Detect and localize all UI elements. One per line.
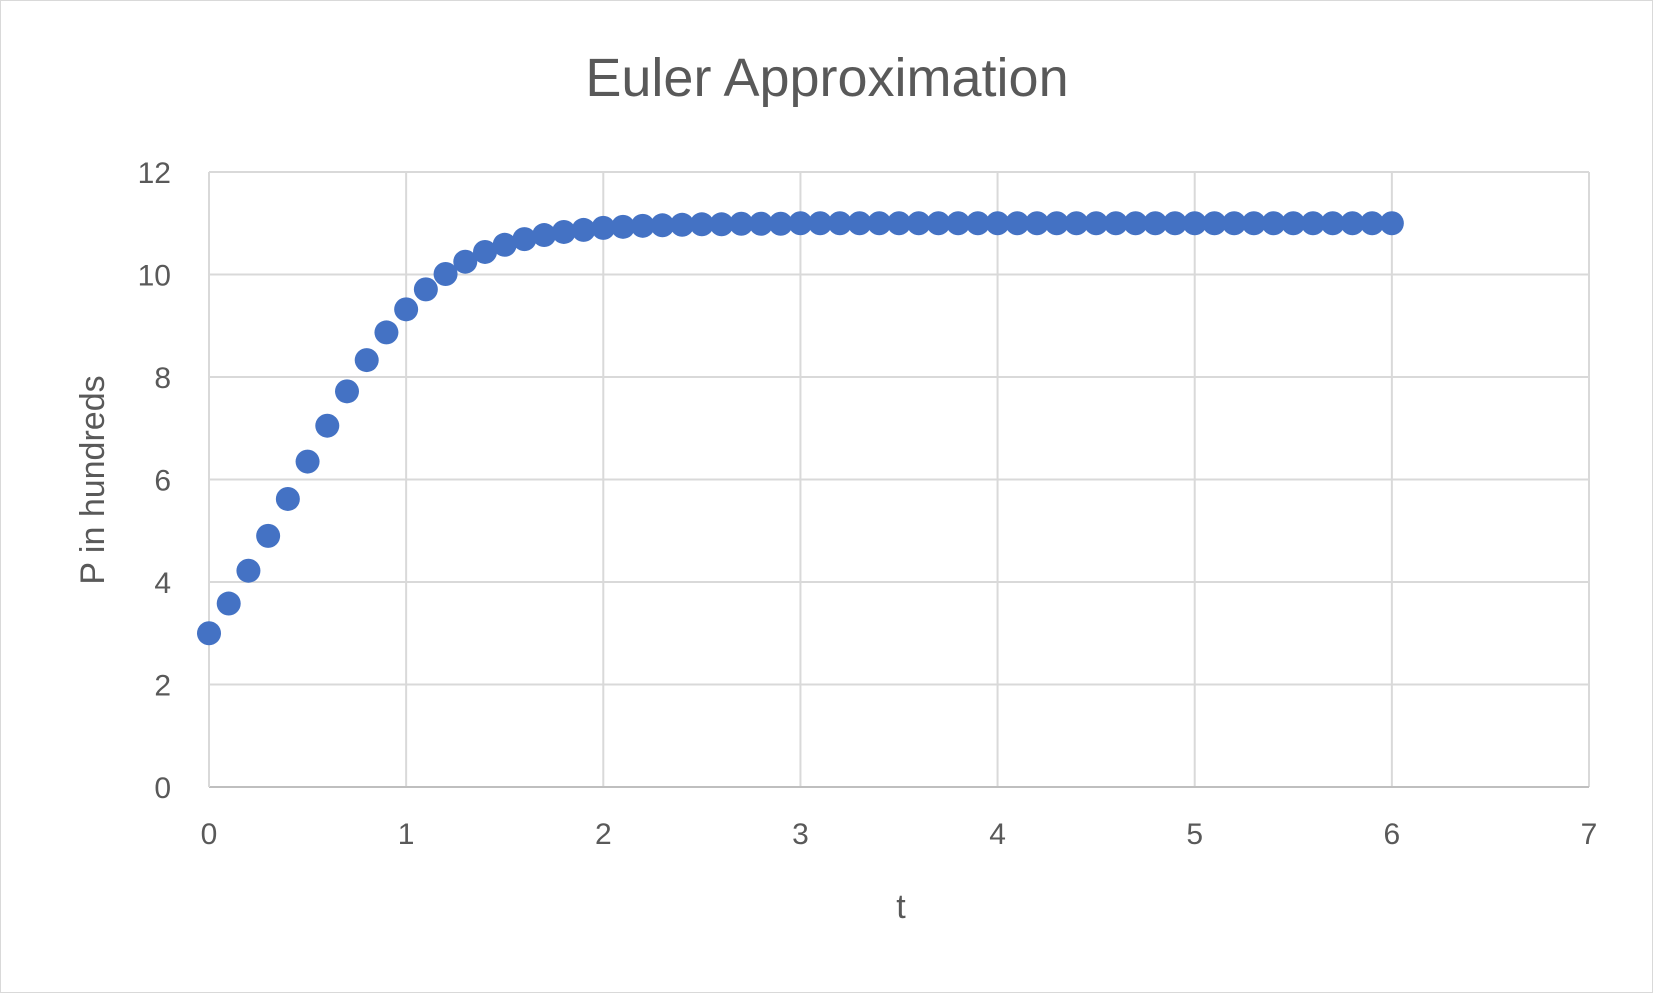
data-point [453,249,478,274]
data-point [749,211,773,236]
data-point [611,214,635,239]
data-point [433,261,458,286]
data-point [1281,211,1306,236]
data-point [236,558,261,583]
data-point [906,211,931,236]
data-point [946,211,971,236]
x-axis-label: t [896,888,906,926]
data-point [1222,211,1247,236]
data-point [354,348,379,373]
data-point [1379,211,1404,236]
data-point [197,621,221,646]
data-point [788,211,813,236]
y-tick-label: 0 [154,772,171,805]
data-point [1202,211,1227,236]
data-point [551,219,576,244]
data-point [335,379,359,404]
data-point [374,320,399,345]
x-tick-label: 1 [398,818,415,851]
data-point [1084,211,1109,236]
gridlines [209,171,1590,787]
data-point [689,212,714,237]
data-point [216,591,241,616]
data-point [1005,211,1030,236]
y-tick-label: 6 [154,465,171,498]
data-point [1143,211,1168,236]
data-point [1103,211,1128,236]
data-point [670,212,695,237]
x-tick-label: 7 [1581,818,1598,851]
data-point [768,211,793,236]
data-point [591,215,616,240]
data-point [1340,211,1365,236]
data-point [1163,211,1187,236]
data-point [1301,211,1325,236]
data-point [256,523,281,548]
x-tick-label: 6 [1384,818,1401,851]
data-point [1025,211,1049,236]
data-point [867,211,892,236]
data-point [1044,211,1069,236]
y-tick-label: 8 [154,362,171,395]
data-point [315,413,340,438]
data-point [1261,211,1286,236]
x-tick-label: 3 [792,818,809,851]
data-point [926,211,951,236]
data-point [729,211,754,236]
y-tick-label: 10 [138,260,171,293]
data-point [965,211,990,236]
data-points [197,211,1404,646]
data-point [630,213,655,238]
data-point [532,223,557,248]
data-point [709,212,734,237]
x-tick-label: 0 [201,818,218,851]
data-point [295,449,320,474]
data-point [650,213,675,238]
x-tick-label: 4 [989,818,1006,851]
data-point [1064,211,1089,236]
data-point [1320,211,1345,236]
x-tick-label: 5 [1186,818,1203,851]
data-point [512,227,537,252]
data-point [887,211,911,236]
data-point [1360,211,1385,236]
data-point [473,239,497,264]
y-tick-label: 12 [138,157,171,190]
data-point [275,486,300,511]
data-point [1123,211,1148,236]
data-point [571,217,596,242]
y-axis-label: P in hundreds [74,375,112,584]
data-point [1241,211,1266,236]
data-point [492,232,517,257]
data-point [394,297,419,322]
data-point [847,211,872,236]
chart-title: Euler Approximation [585,48,1068,108]
data-point [808,211,833,236]
data-point [827,211,852,236]
data-point [1182,211,1207,236]
data-point [413,277,438,302]
data-point [985,211,1010,236]
y-tick-label: 4 [154,567,171,600]
axes [208,172,1589,788]
x-tick-label: 2 [595,818,612,851]
y-tick-label: 2 [154,670,171,703]
